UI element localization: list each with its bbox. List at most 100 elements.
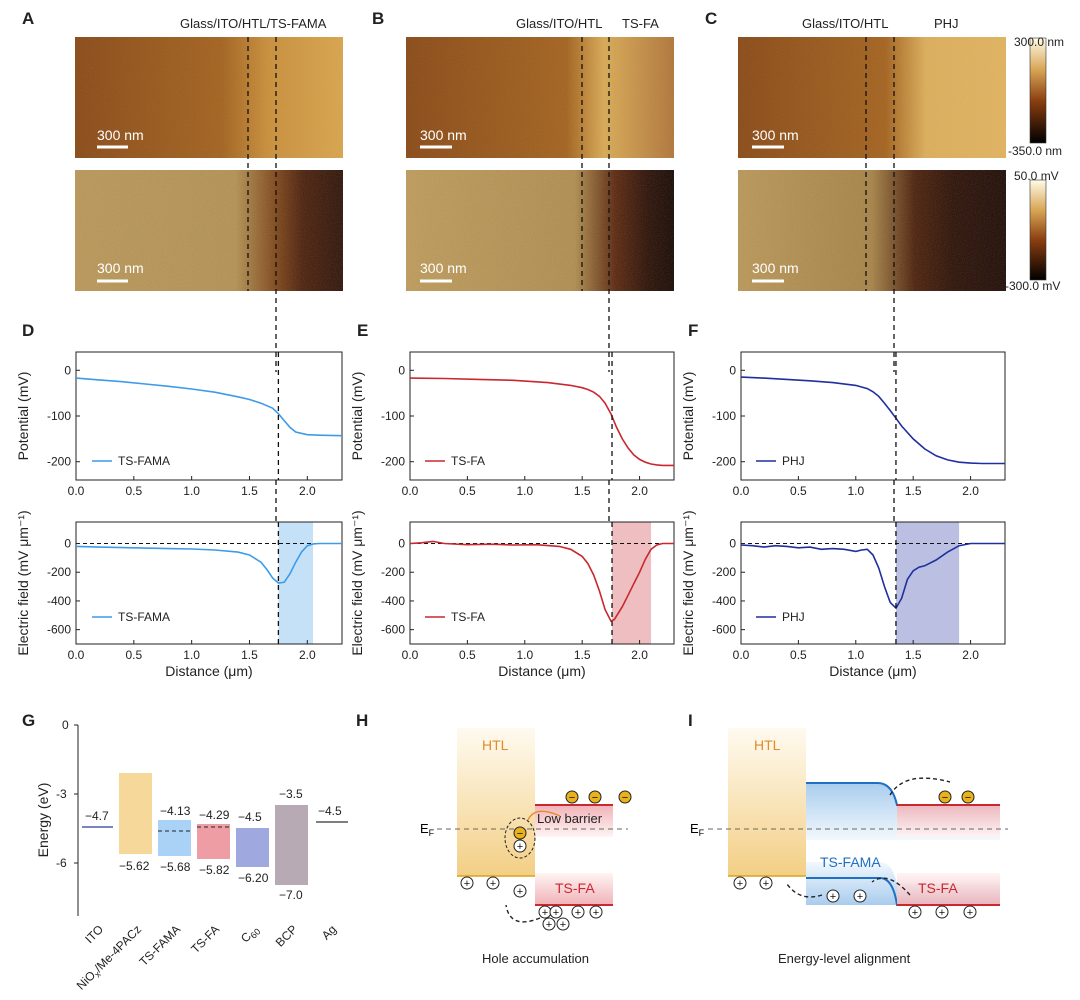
- x-tick-label: 0.5: [125, 484, 142, 498]
- g-category-labels: ITO NiOx/Me-4PACz TS-FAMA TS-FA C60 BCP …: [74, 922, 339, 992]
- legend-label: TS-FA: [451, 610, 485, 624]
- y-tick-label: 0: [398, 537, 405, 551]
- y-tick-label: 0: [398, 363, 405, 377]
- y-tick-label: -400: [712, 594, 736, 608]
- x-tick-label: 0.5: [459, 484, 476, 498]
- legend-label: TS-FAMA: [118, 454, 170, 468]
- colorbar-height-max: 300.0 nm: [1014, 35, 1064, 49]
- x-tick-label: 0.0: [68, 484, 85, 498]
- afm-height-a: 300 nm: [75, 37, 343, 158]
- h-barrier-arrow: [527, 810, 561, 821]
- electron-sign: −: [622, 792, 628, 804]
- i-fama-cb-edge: [806, 782, 1000, 806]
- electron-sign: −: [517, 828, 523, 840]
- hole-sign: +: [593, 907, 599, 919]
- electron-sign: −: [592, 792, 598, 804]
- hole-circle: [935, 905, 949, 919]
- hole: +: [538, 905, 552, 919]
- g-bar-c60: [236, 828, 269, 867]
- plot-frame: [75, 351, 343, 481]
- x-tick-label: 1.0: [847, 648, 864, 662]
- hole-sign: +: [542, 907, 548, 919]
- y-tick-label: -400: [381, 594, 405, 608]
- hole-circle: [908, 905, 922, 919]
- electron: −: [961, 790, 975, 804]
- plot-e: 0.0 0.5 1.0 1.5 2.0 0 -100 -200 TS-FA Potential (…: [349, 351, 675, 498]
- g-cat-ag: Ag: [319, 922, 339, 942]
- x-tick-label: 0.0: [68, 648, 85, 662]
- x-tick-label: 1.0: [847, 484, 864, 498]
- y-tick-label: -100: [381, 409, 405, 423]
- h-tsfa-label: TS-FA: [555, 880, 595, 896]
- x-tick-label: 2.0: [299, 484, 316, 498]
- hole: +: [589, 905, 603, 919]
- panel-letter-e: E: [357, 321, 368, 340]
- i-tsfa-label: TS-FA: [918, 880, 958, 896]
- hole: +: [513, 839, 527, 853]
- title-a: Glass/ITO/HTL/TS-FAMA: [180, 16, 327, 31]
- g-ytick-6: -6: [56, 856, 67, 870]
- x-tick-label: 0.0: [733, 648, 750, 662]
- plot-f: 0.0 0.5 1.0 1.5 2.0 0 -100 -200 PHJ Potential (mV…: [680, 351, 1006, 498]
- i-htl-block: [728, 728, 806, 876]
- hole-sign: +: [737, 878, 743, 890]
- i-ef-label: EF: [690, 821, 705, 838]
- x-tick-label: 1.5: [241, 648, 258, 662]
- plot-e2: 0.0 0.5 1.0 1.5 2.0 0 -200 -400 -600 TS-FA Electri…: [349, 510, 675, 679]
- y-axis-label: Potential (mV): [680, 372, 696, 461]
- hole-circle: [759, 876, 773, 890]
- y-tick-label: -200: [47, 455, 71, 469]
- hole-circle: [589, 905, 603, 919]
- x-tick-label: 2.0: [962, 484, 979, 498]
- x-tick-label: 0.5: [459, 648, 476, 662]
- x-tick-label: 0.0: [402, 648, 419, 662]
- g-bar-fama: [158, 820, 191, 856]
- x-tick-label: 1.5: [905, 484, 922, 498]
- hole-sign: +: [553, 907, 559, 919]
- x-axis-label: Distance (μm): [498, 663, 585, 679]
- g-label-ag: −4.5: [318, 804, 342, 818]
- hole: +: [549, 905, 563, 919]
- electron-sign: −: [942, 792, 948, 804]
- hole-sign: +: [575, 907, 581, 919]
- hole-circle: [513, 884, 527, 898]
- y-tick-label: 0: [64, 537, 71, 551]
- y-tick-label: 0: [64, 363, 71, 377]
- x-tick-label: 1.5: [241, 484, 258, 498]
- colorbar-potential-max: 50.0 mV: [1014, 169, 1059, 183]
- scale-bar-label: 300 nm: [420, 260, 467, 276]
- g-cat-fa: TS-FA: [188, 922, 222, 956]
- scale-bar-label: 300 nm: [97, 260, 144, 276]
- g-cat-bcp: BCP: [273, 922, 300, 949]
- title-c-left: Glass/ITO/HTL: [802, 16, 888, 31]
- x-tick-label: 0.5: [790, 648, 807, 662]
- g-bar-bcp: [275, 805, 308, 885]
- hole-circle: [556, 917, 570, 931]
- h-ef-label: EF: [420, 821, 435, 838]
- panel-letter-f: F: [688, 321, 698, 340]
- hole-sign: +: [830, 891, 836, 903]
- i-htl-label: HTL: [754, 737, 781, 753]
- x-tick-label: 0.5: [790, 484, 807, 498]
- panel-letter-g: G: [22, 711, 35, 730]
- hole-circle: [571, 905, 585, 919]
- legend-label: TS-FAMA: [118, 610, 170, 624]
- hole-sign: +: [857, 891, 863, 903]
- hole: +: [513, 884, 527, 898]
- g-label-nio: −5.62: [119, 859, 150, 873]
- panel-letter-a: A: [22, 9, 34, 28]
- hole: +: [571, 905, 585, 919]
- plot-frame: [409, 521, 675, 645]
- electron-circle: [938, 790, 952, 804]
- line-plots: 0.0 0.5 1.0 1.5 2.0 0 -100 -200 TS-FAMA Potential…: [15, 351, 1006, 679]
- legend-label: TS-FA: [451, 454, 485, 468]
- hole: +: [759, 876, 773, 890]
- schematic-i: HTL EF TS-FAMA TS-FA Energy-level alignm…: [690, 728, 1008, 966]
- hole-circle: [549, 905, 563, 919]
- g-label-ito: −4.7: [85, 809, 109, 823]
- y-tick-label: -200: [381, 565, 405, 579]
- plot-d2: 0.0 0.5 1.0 1.5 2.0 0 -200 -400 -600 TS-FAMA Elect…: [15, 510, 343, 679]
- hole-sign: +: [939, 907, 945, 919]
- h-accum-ellipse: [504, 817, 536, 859]
- title-b-left: Glass/ITO/HTL: [516, 16, 602, 31]
